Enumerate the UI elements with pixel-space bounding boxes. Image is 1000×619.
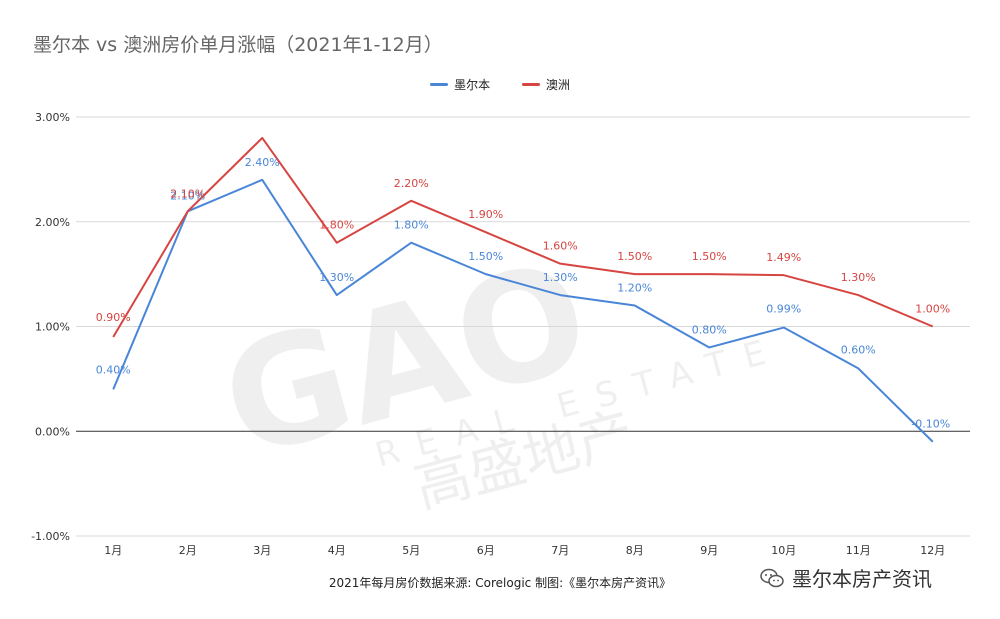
x-tick-label: 9月 — [700, 544, 718, 557]
data-label-melbourne: 1.20% — [617, 282, 652, 295]
legend-item-australia: 澳洲 — [521, 76, 570, 93]
data-label-australia: 0.90% — [96, 311, 131, 324]
axis-layer: 3.00% 2.00% 1.00% 0.00% -1.00% 1月 2月 3月 4月 5月 6月 7月… — [31, 111, 945, 557]
x-tick-label: 10月 — [771, 544, 796, 557]
x-tick-label: 8月 — [626, 544, 644, 557]
legend-swatch-melbourne — [430, 83, 449, 86]
data-label-melbourne: 1.50% — [468, 250, 503, 263]
data-label-melbourne: -0.10% — [911, 418, 950, 431]
brand-footer: 墨尔本房产资讯 — [760, 563, 932, 592]
data-label-australia: 1.30% — [841, 271, 876, 284]
data-label-melbourne: 0.80% — [692, 323, 727, 336]
data-label-melbourne: 1.30% — [543, 271, 578, 284]
label-layer: 0.40% 2.10% 2.40% 1.30% 1.80% 1.50% 1.30% 1.20%… — [96, 156, 950, 431]
x-tick-label: 7月 — [551, 544, 569, 557]
data-label-melbourne: 2.10% — [170, 189, 205, 202]
series-layer — [112, 136, 934, 443]
wechat-icon — [760, 568, 784, 587]
grid-layer — [76, 116, 970, 537]
data-label-melbourne: 0.99% — [766, 303, 801, 316]
x-tick-label: 4月 — [328, 544, 346, 557]
legend: 墨尔本 澳洲 — [0, 75, 1000, 93]
legend-label-melbourne: 墨尔本 — [454, 78, 491, 92]
x-tick-label: 12月 — [920, 544, 945, 557]
x-tick-label: 3月 — [253, 544, 271, 557]
y-tick-label: 3.00% — [35, 111, 70, 124]
data-label-australia: 1.60% — [543, 240, 578, 253]
legend-swatch-australia — [521, 83, 540, 86]
series-line-melbourne — [112, 178, 934, 443]
data-label-australia: 1.00% — [915, 303, 950, 316]
data-label-melbourne: 2.40% — [245, 156, 280, 169]
data-label-australia: 2.10% — [170, 187, 205, 200]
y-tick-label: 2.00% — [35, 216, 70, 229]
data-label-australia: 1.49% — [766, 251, 801, 264]
x-tick-label: 6月 — [477, 544, 495, 557]
data-label-melbourne: 1.80% — [394, 219, 429, 232]
legend-item-melbourne: 墨尔本 — [430, 76, 490, 93]
x-tick-label: 2月 — [179, 544, 197, 557]
data-label-melbourne: 0.40% — [96, 363, 131, 376]
data-label-melbourne: 0.60% — [841, 343, 876, 356]
x-tick-label: 5月 — [402, 544, 420, 557]
source-note: 2021年每月房价数据来源: Corelogic 制图:《墨尔本房产资讯》 — [328, 576, 672, 590]
data-label-australia: 1.90% — [468, 208, 503, 221]
y-tick-label: 1.00% — [35, 321, 70, 334]
data-label-australia: 2.20% — [394, 177, 429, 190]
data-label-australia: 1.50% — [617, 250, 652, 263]
data-label-australia: 1.50% — [692, 250, 727, 263]
y-tick-label: -1.00% — [31, 530, 70, 543]
brand-name: 墨尔本房产资讯 — [792, 567, 932, 591]
series-line-australia — [112, 136, 934, 338]
data-label-australia: 1.80% — [319, 219, 354, 232]
x-tick-label: 11月 — [846, 544, 871, 557]
data-label-melbourne: 1.30% — [319, 271, 354, 284]
y-tick-label: 0.00% — [35, 425, 70, 438]
legend-label-australia: 澳洲 — [545, 78, 570, 92]
chart-title: 墨尔本 vs 澳洲房价单月涨幅（2021年1-12月） — [33, 34, 443, 56]
x-tick-label: 1月 — [104, 544, 122, 557]
